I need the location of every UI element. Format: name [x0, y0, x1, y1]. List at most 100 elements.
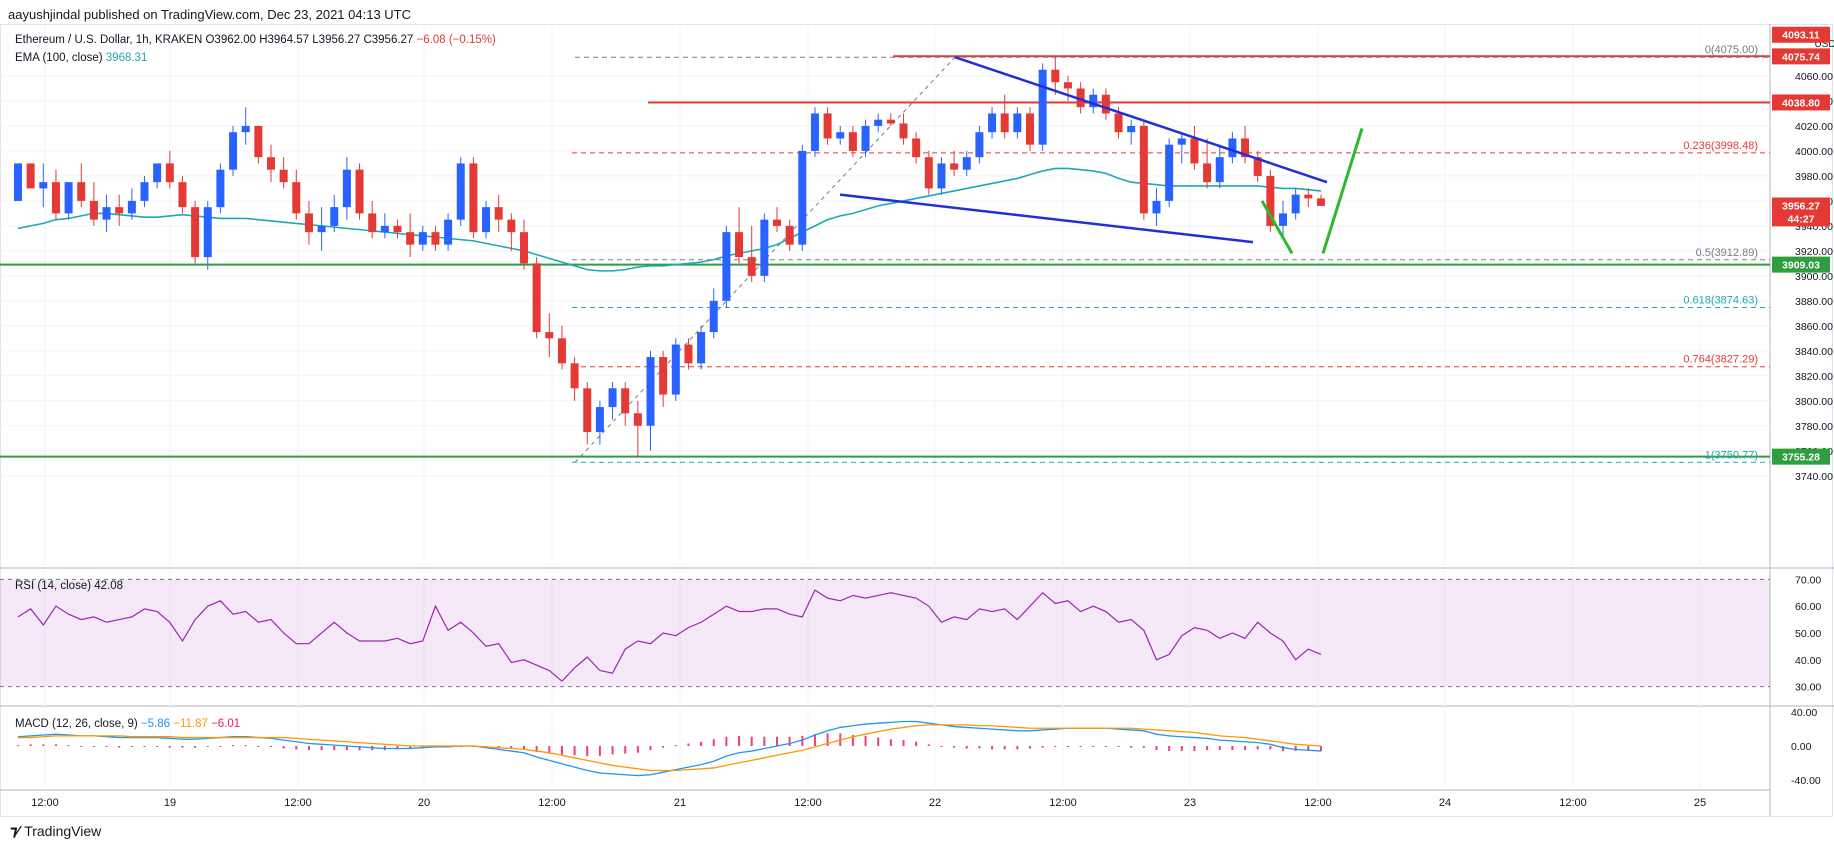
- macd-histogram-bar: [1029, 746, 1031, 749]
- candle-body: [456, 163, 465, 220]
- candle-body: [26, 163, 35, 189]
- macd-histogram-bar: [687, 743, 690, 746]
- candle-body: [355, 169, 364, 214]
- candle-body: [153, 163, 162, 183]
- macd-histogram-bar: [206, 746, 209, 747]
- candle-body: [1279, 213, 1287, 226]
- candle-body: [368, 213, 377, 233]
- macd-histogram-bar: [320, 746, 323, 751]
- macd-histogram-bar: [738, 735, 741, 746]
- candle-body: [1203, 163, 1212, 183]
- candle-body: [912, 138, 921, 158]
- macd-tick-label: 0.00: [1791, 741, 1812, 753]
- candle-body: [64, 182, 73, 214]
- candle-body: [709, 300, 718, 333]
- price-tag-label: 4093.11: [1782, 30, 1820, 42]
- time-tick-label: 12:00: [31, 797, 59, 809]
- ema-value: 3968.31: [105, 52, 148, 64]
- macd-histogram-bar: [42, 744, 45, 746]
- price-tag-label: 3956.27: [1782, 201, 1820, 213]
- price-tag: [1772, 48, 1830, 65]
- candle-body: [254, 125, 263, 158]
- macd-legend: MACD (12, 26, close, 9) −5.86 −11.87 −6.…: [15, 718, 240, 730]
- macd-label: MACD (12, 26, close, 9): [15, 718, 138, 730]
- time-tick-label: 12:00: [794, 797, 822, 809]
- candle-body: [1051, 69, 1060, 83]
- macd-histogram-bar: [788, 736, 791, 746]
- candle-body: [722, 232, 731, 301]
- candle-body: [444, 219, 453, 245]
- macd-histogram-bar: [649, 746, 652, 751]
- macd-histogram-bar: [535, 746, 538, 752]
- candle-body: [1190, 138, 1199, 164]
- macd-histogram-bar: [1256, 746, 1259, 750]
- macd-histogram-bar: [776, 736, 778, 746]
- projection-up: [1321, 127, 1364, 254]
- open-value: O3962.00: [205, 34, 256, 46]
- candle-body: [178, 182, 187, 208]
- macd-histogram-bar: [345, 746, 348, 751]
- macd-histogram-bar: [1054, 746, 1057, 747]
- fib-level-label: 0(4075.00): [1705, 44, 1758, 56]
- macd-histogram-bar: [902, 740, 905, 746]
- price-tag: [1772, 256, 1830, 273]
- histogram-value: −6.01: [211, 718, 241, 730]
- time-tick-label: 12:00: [1304, 797, 1332, 809]
- price-tick-label: 3820.00: [1795, 371, 1833, 383]
- macd-histogram-bar: [1003, 746, 1006, 750]
- price-tag-label: 4038.80: [1782, 97, 1820, 109]
- macd-histogram-bar: [396, 746, 399, 750]
- candle-body: [494, 207, 503, 220]
- macd-histogram: [17, 733, 1322, 757]
- candle-body: [1063, 82, 1072, 89]
- macd-histogram-bar: [940, 746, 943, 747]
- price-tick-label: 3780.00: [1795, 421, 1833, 433]
- candle-body: [292, 182, 301, 214]
- candle-body: [1076, 88, 1085, 108]
- macd-histogram-bar: [712, 739, 715, 746]
- macd-histogram-bar: [978, 746, 981, 749]
- candle-body: [1026, 113, 1034, 145]
- macd-histogram-bar: [1269, 746, 1272, 750]
- high-value: H3964.57: [259, 34, 310, 46]
- candle-body: [51, 182, 60, 214]
- candle-body: [1165, 144, 1174, 201]
- macd-histogram-bar: [1168, 746, 1171, 752]
- change-value: −6.08 (−0.15%): [416, 34, 496, 46]
- candle-body: [1038, 69, 1047, 145]
- candle-body: [380, 225, 389, 233]
- publisher-line: aayushjindal published on TradingView.co…: [8, 7, 412, 22]
- candle-body: [1000, 113, 1009, 133]
- macd-histogram-bar: [965, 746, 968, 749]
- fib-level-label: 0.618(3874.63): [1683, 295, 1758, 307]
- candle-body: [773, 219, 781, 226]
- ema-line: [17, 167, 1322, 272]
- macd-histogram-bar: [1218, 746, 1221, 751]
- rsi-tick-label: 70.00: [1795, 574, 1821, 586]
- candle-body: [975, 132, 984, 158]
- macd-histogram-bar: [851, 735, 854, 746]
- fib-level-label: 1(3750.77): [1705, 449, 1758, 461]
- time-tick-label: 23: [1184, 797, 1196, 809]
- candle-body: [532, 263, 541, 333]
- time-tick-label: 22: [929, 797, 941, 809]
- candle-body: [836, 132, 845, 139]
- price-tag-label: 3755.28: [1782, 452, 1820, 464]
- candle-body: [1114, 113, 1123, 133]
- candle-body: [216, 169, 225, 208]
- macd-histogram-bar: [282, 746, 285, 749]
- symbol-name: Ethereum / U.S. Dollar, 1h, KRAKEN: [15, 34, 203, 46]
- candle-body: [861, 125, 870, 151]
- candle-body: [1215, 157, 1224, 183]
- price-tick-label: 4000.00: [1795, 146, 1833, 158]
- grid: [0, 24, 1770, 790]
- rsi-legend: RSI (14, close) 42.08: [15, 580, 123, 592]
- time-tick-label: 21: [674, 797, 686, 809]
- macd-histogram-bar: [244, 745, 247, 747]
- time-tick-label: 12:00: [1049, 797, 1077, 809]
- macd-histogram-bar: [497, 746, 500, 748]
- candle-body: [988, 113, 997, 133]
- candle-body: [595, 407, 604, 433]
- macd-histogram-bar: [1231, 746, 1234, 751]
